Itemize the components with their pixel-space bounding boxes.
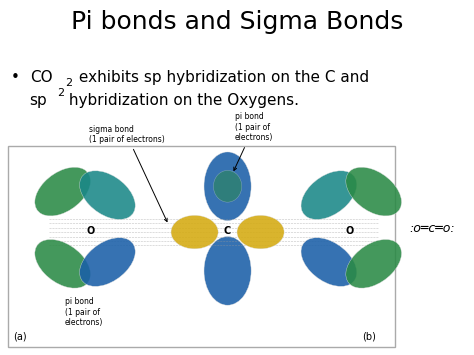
Text: CO: CO <box>30 70 52 84</box>
Ellipse shape <box>80 238 135 286</box>
Text: sigma bond
(1 pair of electrons): sigma bond (1 pair of electrons) <box>89 125 167 222</box>
Ellipse shape <box>204 152 251 221</box>
Ellipse shape <box>237 215 284 249</box>
Ellipse shape <box>346 167 401 216</box>
Text: hybridization on the Oxygens.: hybridization on the Oxygens. <box>64 93 299 108</box>
Text: (a): (a) <box>13 332 27 342</box>
Text: exhibits sp hybridization on the C and: exhibits sp hybridization on the C and <box>74 70 370 84</box>
FancyBboxPatch shape <box>9 146 395 346</box>
Text: C: C <box>224 226 231 236</box>
Text: Pi bonds and Sigma Bonds: Pi bonds and Sigma Bonds <box>71 10 403 34</box>
Text: O: O <box>87 226 95 236</box>
Text: sp: sp <box>30 93 47 108</box>
Ellipse shape <box>204 236 251 305</box>
Text: (b): (b) <box>362 332 376 342</box>
Text: pi bond
(1 pair of
electrons): pi bond (1 pair of electrons) <box>234 113 273 170</box>
Text: •: • <box>11 70 20 84</box>
Ellipse shape <box>301 171 357 219</box>
Text: :o═c═o:: :o═c═o: <box>410 222 456 235</box>
Ellipse shape <box>171 215 218 249</box>
Ellipse shape <box>301 238 357 286</box>
Text: pi bond
(1 pair of
electrons): pi bond (1 pair of electrons) <box>65 297 103 327</box>
Ellipse shape <box>346 240 401 288</box>
Ellipse shape <box>213 170 242 202</box>
Ellipse shape <box>35 240 91 288</box>
Text: 2: 2 <box>65 78 72 88</box>
Ellipse shape <box>80 171 135 219</box>
Text: 2: 2 <box>57 88 64 98</box>
Ellipse shape <box>35 167 91 216</box>
Text: O: O <box>346 226 354 236</box>
